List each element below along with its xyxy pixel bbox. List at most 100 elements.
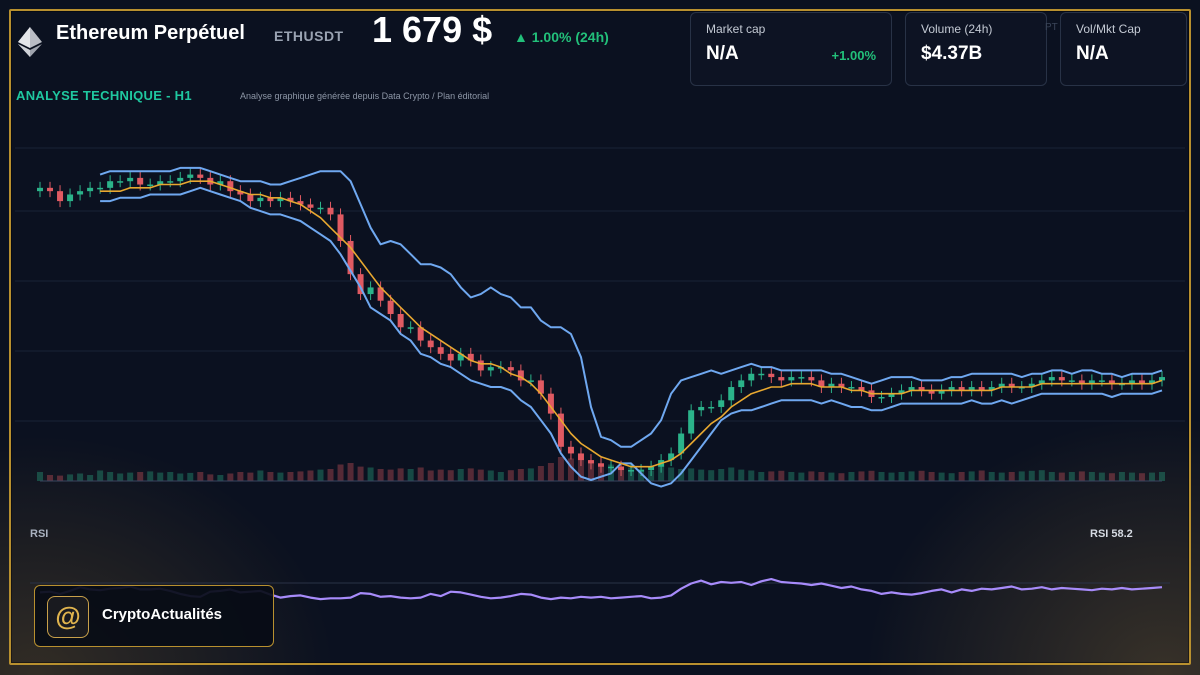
candle-body xyxy=(257,197,264,202)
asset-name: Ethereum Perpétuel xyxy=(56,22,245,44)
candle-body xyxy=(357,274,364,295)
volume-bar xyxy=(688,468,695,481)
stat-value: $4.37B xyxy=(921,43,983,64)
stat-card-market-cap: Market cap N/A +1.00% xyxy=(690,12,892,86)
candle-body xyxy=(307,204,314,208)
candle-body xyxy=(327,207,334,215)
volume-bar xyxy=(878,472,885,481)
volume-bar xyxy=(207,474,214,481)
candle-body xyxy=(908,387,915,391)
volume-bar xyxy=(668,467,675,481)
volume-bar xyxy=(57,475,64,481)
candle-body xyxy=(407,327,414,329)
candle-body xyxy=(267,197,274,202)
candle-body xyxy=(507,367,514,371)
volume-bar xyxy=(197,472,204,481)
volume-bar xyxy=(838,473,845,481)
candle-body xyxy=(557,413,564,447)
candle-body xyxy=(638,470,645,472)
volume-bar xyxy=(978,470,985,481)
volume-bar xyxy=(507,470,514,481)
brand-name: CryptoActualités xyxy=(102,606,223,623)
volume-bar xyxy=(167,472,174,481)
volume-bar xyxy=(958,472,965,481)
candle-body xyxy=(1038,380,1045,384)
candle-body xyxy=(748,373,755,381)
candle-body xyxy=(367,287,374,295)
volume-bar xyxy=(908,471,915,481)
candle-body xyxy=(1159,377,1165,381)
candle-body xyxy=(838,383,845,388)
volume-bar xyxy=(788,472,795,481)
volume-bar xyxy=(658,466,665,481)
stat-label: Market cap xyxy=(706,22,766,36)
volume-bar xyxy=(918,470,925,481)
candle-body xyxy=(337,214,344,241)
volume-bar xyxy=(1058,472,1065,481)
candle-body xyxy=(698,406,705,411)
candle-body xyxy=(157,181,164,185)
candle-body xyxy=(567,446,574,454)
stat-value: N/A xyxy=(1076,43,1109,64)
volume-bar xyxy=(327,469,334,481)
candle-body xyxy=(668,453,675,461)
volume-bar xyxy=(898,472,905,481)
stat-card-vol-mkt-cap: Vol/Mkt Cap N/A xyxy=(1060,12,1187,86)
candle-body xyxy=(768,373,775,378)
volume-bar xyxy=(317,469,324,481)
candle-body xyxy=(237,191,244,195)
candle-body xyxy=(247,194,254,202)
candle-body xyxy=(97,187,104,190)
volume-bar xyxy=(1159,472,1165,481)
candle-body xyxy=(808,377,815,381)
volume-bar xyxy=(1038,470,1045,481)
candle-body xyxy=(988,387,995,391)
volume-bar xyxy=(47,475,54,481)
rsi-value: RSI 58.2 xyxy=(1090,528,1133,540)
candle-body xyxy=(167,181,174,183)
volume-bar xyxy=(888,472,895,481)
candle-body xyxy=(117,181,124,183)
volume-bar xyxy=(1138,473,1145,481)
stat-label: Volume (24h) xyxy=(921,22,993,36)
candle-body xyxy=(517,370,524,381)
volume-bar xyxy=(828,472,835,481)
candle-body xyxy=(1058,377,1065,381)
candle-body xyxy=(377,287,384,301)
volume-bar xyxy=(407,469,414,481)
candle-body xyxy=(427,340,434,348)
candle-body xyxy=(527,380,534,382)
candle-body xyxy=(1078,380,1085,384)
candle-body xyxy=(297,201,304,205)
candle-body xyxy=(598,463,604,467)
volume-bar xyxy=(87,475,94,481)
candle-body xyxy=(1048,377,1055,381)
volume-bar xyxy=(968,471,975,481)
volume-bar xyxy=(768,471,775,481)
volume-bar xyxy=(778,470,785,481)
volume-bar xyxy=(1088,472,1095,481)
candle-body xyxy=(858,387,865,391)
candle-body xyxy=(77,191,84,195)
volume-bar xyxy=(177,473,184,481)
volume-bar xyxy=(227,473,234,481)
candle-body xyxy=(648,466,655,471)
volume-bar xyxy=(127,472,134,481)
candle-body xyxy=(197,174,204,178)
candle-body xyxy=(1068,380,1075,382)
volume-bar xyxy=(357,466,364,481)
candle-body xyxy=(948,387,955,391)
volume-bar xyxy=(698,469,705,481)
volume-bar xyxy=(497,472,504,481)
volume-bar xyxy=(147,471,154,481)
volume-bar xyxy=(1118,472,1125,481)
volume-bar xyxy=(527,468,534,481)
candle-body xyxy=(678,433,685,454)
volume-bar xyxy=(157,472,164,481)
volume-bar xyxy=(1068,472,1075,481)
volume-bar xyxy=(107,472,114,481)
volume-bar xyxy=(547,463,554,481)
volume-bar xyxy=(337,464,344,481)
volume-bar xyxy=(577,460,584,481)
candle-body xyxy=(67,194,74,202)
